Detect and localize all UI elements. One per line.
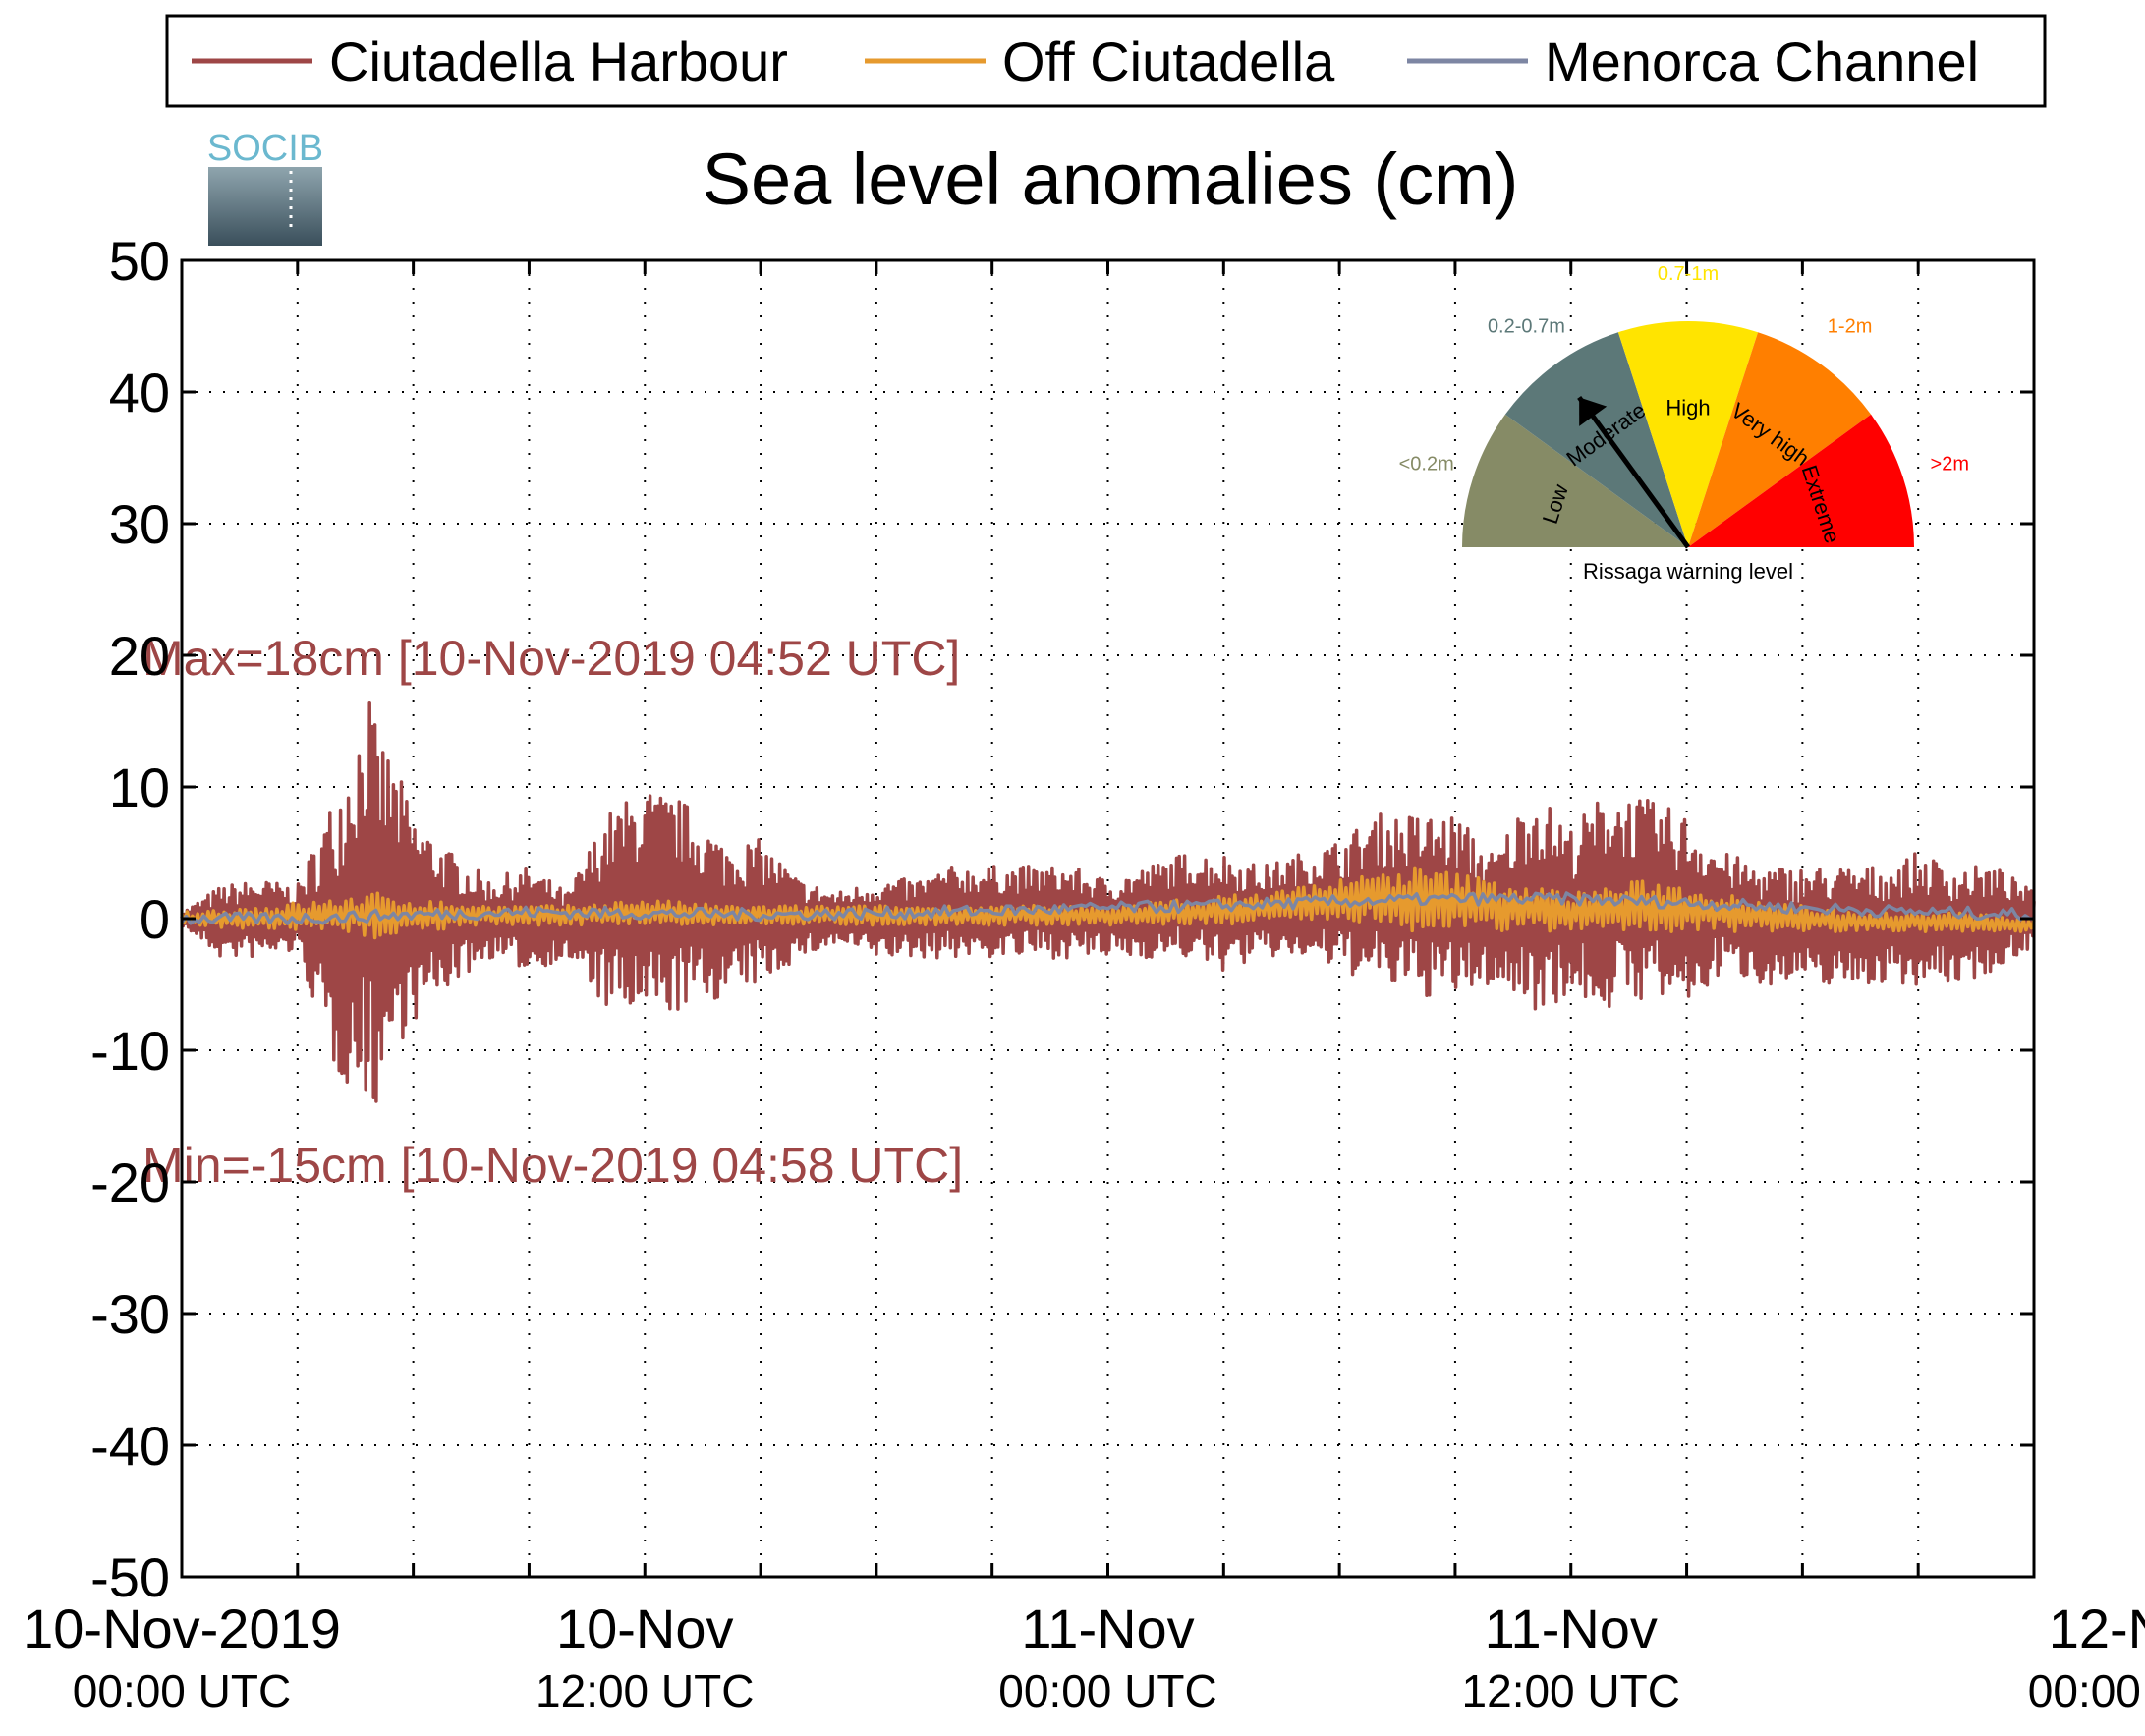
gauge-pointer-head xyxy=(1579,397,1608,426)
gauge-range-low: <0.2m xyxy=(1399,453,1454,475)
x-tick-label-time: 00:00 UTC xyxy=(2028,1665,2145,1716)
legend-box xyxy=(165,14,2047,108)
gauge-range-high: 0.7-1m xyxy=(1658,263,1719,285)
chart-title: Sea level anomalies (cm) xyxy=(703,139,1519,220)
annotation-min: Min=-15cm [10-Nov-2019 04:58 UTC] xyxy=(142,1138,963,1193)
gauge-segment-moderate xyxy=(1504,332,1688,547)
series-line-ciutadella-harbour xyxy=(180,701,2036,1103)
y-tick-label: -10 xyxy=(90,1020,170,1082)
gauge-pointer xyxy=(1577,395,1691,549)
gauge-range-moderate: 0.2-0.7m xyxy=(1488,315,1565,337)
x-tick-label-date: 10-Nov xyxy=(556,1597,734,1659)
annotation-layer: Max=18cm [10-Nov-2019 04:52 UTC] Min=-15c… xyxy=(142,631,963,1193)
series-line-menorca-channel xyxy=(180,891,2035,925)
gauge-segment-low xyxy=(1462,414,1688,547)
y-tick-label: 20 xyxy=(109,625,170,687)
y-tick-label: -50 xyxy=(90,1546,170,1608)
x-tick-label-date: 11-Nov xyxy=(1021,1597,1194,1659)
legend: Ciutadella Harbour Off Ciutadella Menorc… xyxy=(165,14,2047,108)
gauge-range-very-high: 1-2m xyxy=(1828,315,1873,337)
x-tick-label-time: 12:00 UTC xyxy=(1462,1665,1680,1716)
x-tick-label-time: 12:00 UTC xyxy=(536,1665,754,1716)
y-tick-label: 30 xyxy=(109,493,170,555)
y-tick-label: -30 xyxy=(90,1283,170,1345)
socib-logo-block xyxy=(208,167,322,246)
legend-label-off-ciutadella: Off Ciutadella xyxy=(1002,30,1335,92)
y-tick-label: 10 xyxy=(109,756,170,818)
x-tick-label-date: 11-Nov xyxy=(1485,1597,1658,1659)
gauge-caption: Rissaga warning level xyxy=(1583,559,1793,584)
socib-logo: SOCIB xyxy=(207,128,323,246)
y-tick-label: -20 xyxy=(90,1151,170,1213)
y-tick-label: -40 xyxy=(90,1415,170,1477)
gauge-range-extreme: >2m xyxy=(1931,453,1969,475)
annotation-max: Max=18cm [10-Nov-2019 04:52 UTC] xyxy=(142,631,960,686)
x-axis: 10-Nov-2019 00:00 UTC 10-Nov 12:00 UTC 11-No… xyxy=(23,260,2145,1716)
x-tick-label-date: 10-Nov-2019 xyxy=(23,1597,341,1659)
socib-logo-text: SOCIB xyxy=(207,128,323,169)
series-line-off-ciutadella xyxy=(180,866,2036,940)
series-layer xyxy=(180,701,2036,1103)
y-tick-label: 0 xyxy=(140,888,170,950)
gauge-segment-very-high xyxy=(1688,332,1872,547)
x-tick-label-time: 00:00 UTC xyxy=(998,1665,1216,1716)
x-tick-label-time: 00:00 UTC xyxy=(73,1665,291,1716)
x-tick-label-date: 12-Nov xyxy=(2049,1597,2145,1659)
y-tick-label: 50 xyxy=(109,230,170,292)
gauge-segment-extreme xyxy=(1688,414,1914,547)
y-axis: -50 -40 -30 -20 -10 0 10 20 30 40 50 xyxy=(90,230,2034,1608)
legend-label-menorca-channel: Menorca Channel xyxy=(1545,30,1979,92)
legend-label-ciutadella-harbour: Ciutadella Harbour xyxy=(329,30,788,92)
y-tick-label: 40 xyxy=(109,362,170,423)
gauge-label-high: High xyxy=(1665,395,1710,420)
gauge-segment-high xyxy=(1617,321,1759,547)
